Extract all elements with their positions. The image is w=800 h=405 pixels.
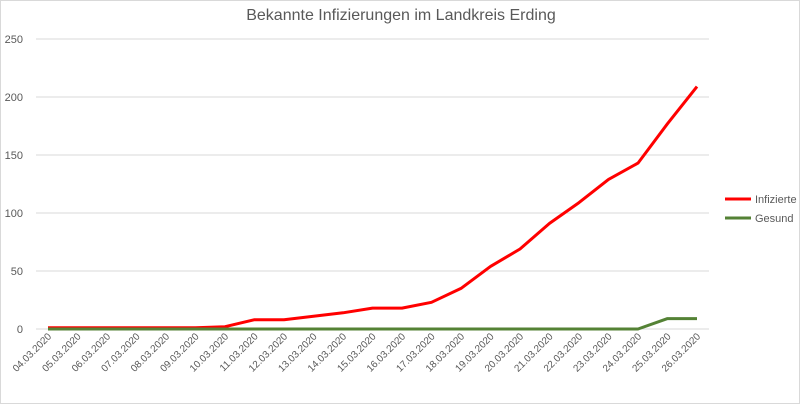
series-line-infizierte (48, 85, 699, 330)
y-tick-label: 50 (11, 266, 23, 278)
legend: Infizierte Gesund (725, 194, 797, 225)
y-tick-label: 200 (5, 92, 23, 104)
chart-title: Bekannte Infizierungen im Landkreis Erdi… (246, 7, 556, 24)
x-axis-ticks: 04.03.202005.03.202006.03.202007.03.2020… (11, 331, 703, 374)
series-layer (48, 85, 699, 331)
y-axis-ticks: 0 50 100 150 200 250 (5, 34, 23, 336)
grid-layer (36, 38, 709, 330)
y-tick-label: 150 (5, 150, 23, 162)
y-tick-label: 250 (5, 34, 23, 46)
y-tick-label: 100 (5, 208, 23, 220)
series-line-gesund (48, 317, 697, 331)
y-tick-label: 0 (17, 324, 23, 336)
legend-label: Infizierte (755, 194, 797, 206)
legend-label: Gesund (755, 213, 794, 225)
